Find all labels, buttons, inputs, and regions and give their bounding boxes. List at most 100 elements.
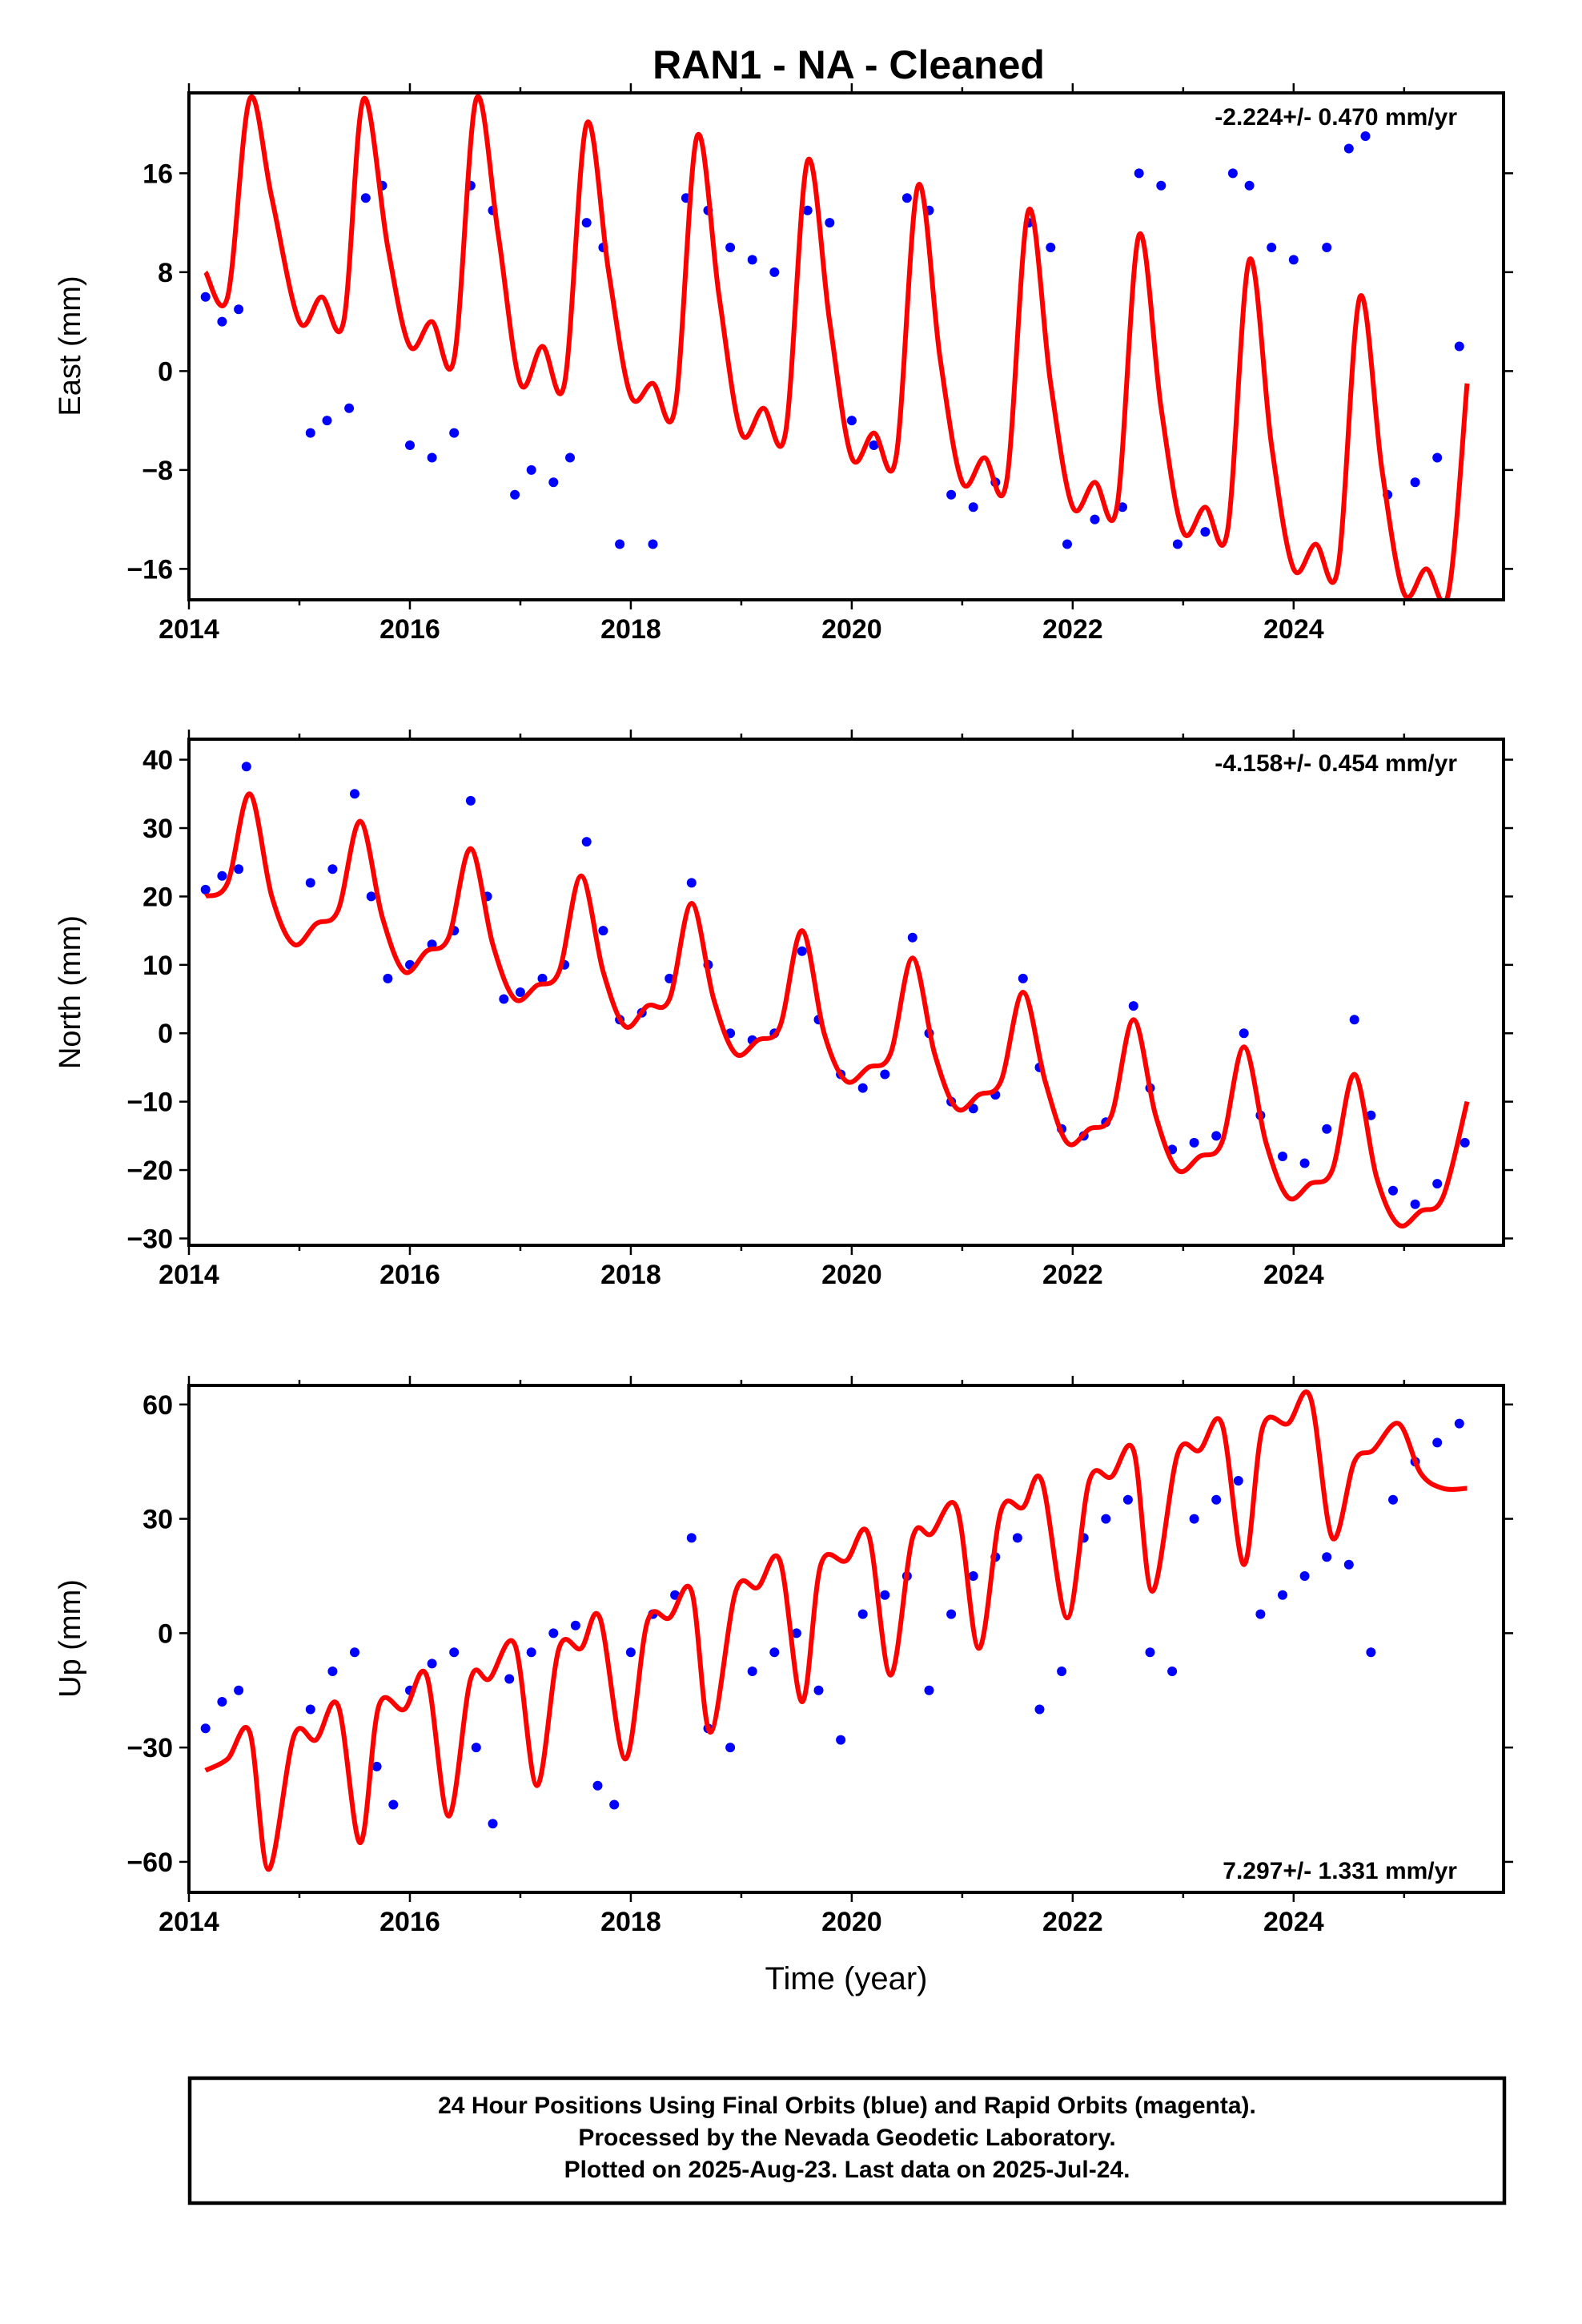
east-data-point [901, 193, 912, 203]
north-y-tick-label: 20 [143, 882, 173, 912]
east-data-point [946, 489, 957, 500]
east-data-point [200, 292, 211, 302]
east-x-tick-label: 2024 [1263, 614, 1324, 645]
east-data-point [1118, 502, 1127, 513]
up-data-point [449, 1647, 460, 1658]
up-data-point [924, 1685, 934, 1695]
up-data-point [570, 1620, 580, 1630]
up-data-point [471, 1743, 481, 1753]
north-model-line [204, 791, 1470, 1228]
up-data-point [857, 1609, 868, 1619]
east-data-point [305, 428, 315, 438]
east-x-tick-label: 2014 [159, 614, 219, 645]
up-rate-label: 7.297+/- 1.331 mm/yr [1223, 1858, 1457, 1884]
footer-box: 24 Hour Positions Using Final Orbits (bl… [187, 2076, 1507, 2205]
east-data-point [360, 193, 371, 203]
east-data-point [1322, 243, 1332, 252]
east-data-point [1288, 255, 1299, 265]
north-data-point [350, 789, 359, 799]
north-data-point [686, 878, 697, 888]
north-y-tick-label: 0 [158, 1019, 173, 1049]
north-data-point [1388, 1185, 1398, 1196]
north-y-tick-label: 40 [143, 746, 173, 776]
north-data-point [383, 973, 393, 983]
north-rate-label: -4.158+/- 0.454 mm/yr [1215, 750, 1457, 777]
north-y-tick-label: −20 [126, 1156, 173, 1186]
up-data-point [836, 1735, 846, 1745]
north-y-tick-label: 10 [143, 951, 173, 981]
up-data-point [504, 1674, 515, 1684]
north-data-point [1349, 1015, 1359, 1025]
north-y-tick-label: 30 [143, 814, 173, 844]
east-data-point [846, 416, 857, 426]
up-data-point [1233, 1476, 1243, 1486]
up-data-point [200, 1723, 211, 1734]
north-x-tick-label: 2014 [159, 1260, 219, 1290]
panel-north: 2014 2016 2018 2020 2022 2024 −30 −20 −10 0 10 20 30… [54, 730, 1513, 1290]
east-data-point [802, 205, 813, 215]
up-data-point [1278, 1590, 1287, 1600]
north-data-point [1460, 1137, 1470, 1148]
up-data-point [488, 1819, 498, 1829]
up-y-tick-label: 60 [143, 1390, 173, 1421]
east-data-point [1227, 168, 1238, 179]
up-y-tick-label: −60 [126, 1848, 173, 1878]
north-data-point [1211, 1131, 1222, 1141]
east-x-tick-label: 2022 [1042, 614, 1103, 645]
north-data-point [907, 932, 917, 943]
east-data-point [217, 316, 227, 327]
east-data-point [1432, 452, 1443, 463]
up-data-point [880, 1590, 890, 1600]
up-data-point [1322, 1552, 1332, 1562]
up-data-point [526, 1647, 536, 1658]
north-data-point [217, 870, 227, 881]
east-data-point [1267, 243, 1277, 252]
north-x-tick-label: 2020 [821, 1260, 882, 1290]
up-data-point [427, 1659, 437, 1669]
up-data-point [1167, 1667, 1178, 1676]
north-data-point [366, 891, 376, 902]
north-data-point [241, 762, 251, 772]
up-ylabel: Up (mm) [54, 1579, 87, 1698]
up-data-point [1343, 1559, 1354, 1570]
east-data-point [1360, 131, 1371, 141]
north-data-point [581, 837, 592, 847]
up-data-point [1189, 1514, 1199, 1524]
up-data-point [388, 1799, 399, 1810]
up-data-point [609, 1799, 620, 1810]
east-data-point [1062, 539, 1072, 549]
up-data-point [1012, 1533, 1022, 1543]
up-data-point [813, 1685, 824, 1695]
east-data-point [648, 539, 658, 549]
east-x-tick-label: 2020 [821, 614, 882, 645]
north-x-tick-label: 2018 [600, 1260, 661, 1290]
chart-title: RAN1 - NA - Cleaned [652, 42, 1045, 87]
north-data-point [515, 987, 525, 997]
up-data-point [747, 1667, 757, 1676]
up-x-tick-label: 2024 [1263, 1907, 1324, 1937]
north-data-point [499, 994, 509, 1004]
up-x-tick-label: 2016 [379, 1907, 440, 1937]
north-data-point [1410, 1199, 1420, 1209]
up-y-tick-label: −30 [126, 1733, 173, 1763]
east-data-point [825, 218, 835, 228]
up-data-point [327, 1667, 338, 1676]
east-data-point [1200, 527, 1211, 537]
north-plot-frame [187, 738, 1505, 1247]
up-data-point [1366, 1647, 1376, 1658]
east-data-point [1046, 243, 1056, 252]
east-y-tick-label: 16 [143, 159, 173, 189]
east-data-point [1454, 341, 1464, 352]
north-ylabel: North (mm) [54, 915, 87, 1069]
up-data-point [1101, 1514, 1111, 1524]
up-axis-layer: 2014 2016 2018 2020 2022 2024 −60 −30 0 30 60 [126, 1376, 1513, 1937]
east-data-point [548, 477, 559, 488]
east-plot-frame [187, 91, 1505, 601]
east-x-tick-label: 2016 [379, 614, 440, 645]
east-model-line [203, 94, 1470, 600]
up-data-point [1122, 1494, 1133, 1505]
east-data-point [769, 267, 780, 277]
north-data-point [880, 1069, 890, 1080]
up-data-point [1299, 1571, 1310, 1581]
